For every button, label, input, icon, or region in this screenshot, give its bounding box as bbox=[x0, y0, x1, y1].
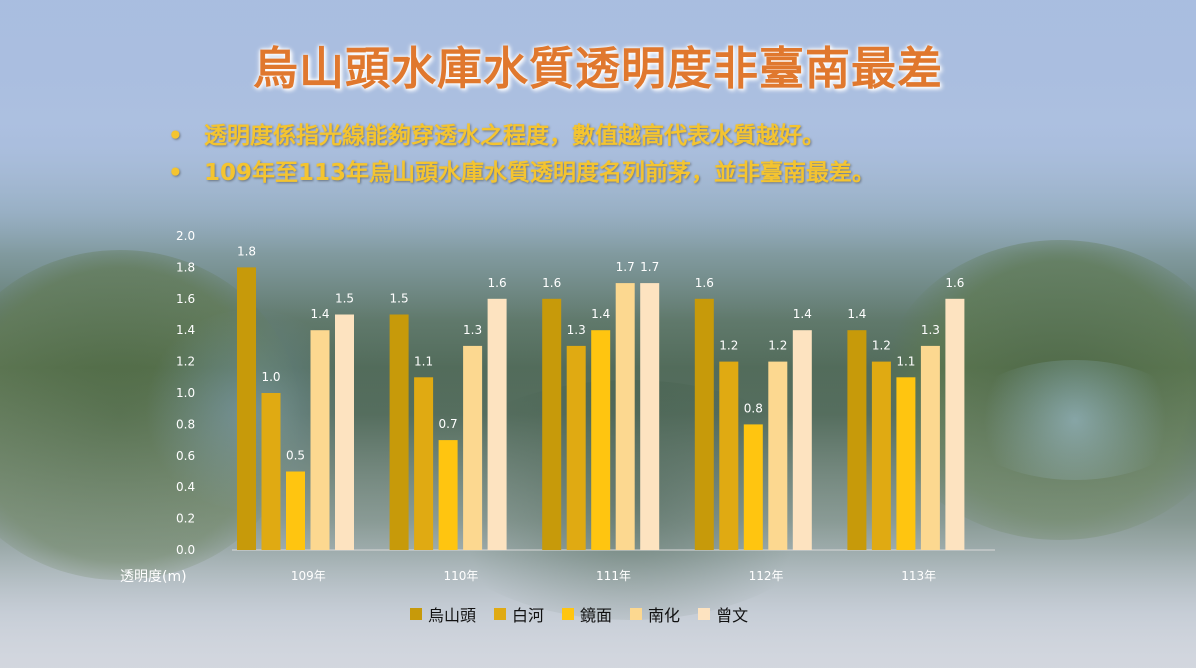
bar bbox=[896, 377, 916, 550]
bar bbox=[591, 330, 611, 550]
bullet-item: • 109年至113年烏山頭水庫水質透明度名列前茅，並非臺南最差。 bbox=[168, 155, 875, 192]
bar bbox=[310, 330, 330, 550]
data-label: 1.6 bbox=[695, 276, 714, 290]
data-label: 1.6 bbox=[945, 276, 964, 290]
legend-label: 曾文 bbox=[716, 606, 749, 625]
chart-legend: 烏山頭 白河 鏡面 南化 曾文 bbox=[410, 602, 748, 626]
bullet-text: 透明度係指光線能夠穿透水之程度，數值越高代表水質越好。 bbox=[204, 123, 825, 149]
data-label: 1.7 bbox=[616, 260, 635, 274]
bar bbox=[566, 345, 586, 550]
page-title: 烏山頭水庫水質透明度非臺南最差 bbox=[252, 42, 943, 95]
y-tick-label: 1.0 bbox=[176, 386, 195, 400]
data-label: 1.0 bbox=[261, 370, 280, 384]
legend-label: 烏山頭 bbox=[428, 606, 477, 625]
y-tick-label: 0.4 bbox=[176, 480, 195, 494]
y-tick-label: 0.2 bbox=[176, 512, 195, 526]
data-label: 1.7 bbox=[640, 260, 659, 274]
data-label: 1.5 bbox=[335, 292, 354, 306]
data-label: 0.5 bbox=[286, 449, 305, 463]
bar bbox=[945, 298, 965, 550]
legend-item: 鏡面 bbox=[562, 602, 612, 626]
data-label: 1.3 bbox=[463, 323, 482, 337]
legend-label: 南化 bbox=[648, 606, 681, 625]
y-tick-label: 0.0 bbox=[176, 543, 195, 557]
bar bbox=[286, 471, 305, 550]
x-tick-label: 110年 bbox=[443, 569, 478, 583]
data-label: 1.4 bbox=[310, 307, 329, 321]
data-label: 1.1 bbox=[414, 354, 433, 368]
data-label: 1.4 bbox=[847, 307, 866, 321]
legend-swatch bbox=[562, 608, 575, 620]
y-tick-label: 0.6 bbox=[176, 449, 195, 463]
data-label: 1.3 bbox=[921, 323, 940, 337]
bar bbox=[768, 361, 788, 550]
y-tick-label: 1.6 bbox=[176, 292, 195, 306]
bar bbox=[640, 283, 660, 550]
bar bbox=[615, 283, 635, 550]
data-label: 0.8 bbox=[744, 401, 763, 415]
data-label: 1.6 bbox=[488, 276, 507, 290]
data-label: 1.3 bbox=[567, 323, 586, 337]
bar bbox=[743, 424, 763, 550]
y-tick-label: 1.2 bbox=[176, 355, 195, 369]
data-label: 1.2 bbox=[768, 339, 787, 353]
legend-item: 烏山頭 bbox=[410, 602, 476, 626]
legend-swatch bbox=[410, 608, 422, 620]
bullet-text: 109年至113年烏山頭水庫水質透明度名列前茅，並非臺南最差。 bbox=[204, 160, 876, 186]
bar bbox=[542, 298, 562, 550]
bar bbox=[335, 314, 354, 550]
legend-swatch bbox=[630, 608, 643, 620]
data-label: 1.2 bbox=[719, 339, 738, 353]
data-label: 1.5 bbox=[390, 292, 409, 306]
bar bbox=[847, 330, 867, 550]
legend-item: 南化 bbox=[630, 602, 680, 626]
bar bbox=[463, 345, 483, 550]
x-tick-label: 112年 bbox=[749, 569, 784, 583]
legend-item: 白河 bbox=[494, 602, 544, 626]
legend-swatch bbox=[698, 608, 711, 620]
y-tick-label: 0.8 bbox=[176, 417, 195, 431]
bar bbox=[694, 298, 714, 550]
data-label: 1.8 bbox=[237, 244, 256, 258]
y-axis-label: 透明度(m) bbox=[120, 569, 187, 585]
x-tick-label: 113年 bbox=[901, 569, 936, 583]
data-label: 1.6 bbox=[542, 276, 561, 290]
bullet-marker: • bbox=[168, 123, 183, 149]
legend-label: 白河 bbox=[512, 606, 545, 625]
bar bbox=[414, 377, 434, 550]
x-tick-label: 109年 bbox=[291, 569, 326, 583]
legend-item: 曾文 bbox=[698, 602, 748, 626]
legend-swatch bbox=[494, 608, 507, 620]
bar bbox=[389, 314, 409, 550]
bullet-list: • 透明度係指光線能夠穿透水之程度，數值越高代表水質越好。 • 109年至113年烏… bbox=[168, 118, 875, 192]
y-tick-label: 1.4 bbox=[176, 323, 195, 337]
bar bbox=[261, 393, 281, 550]
x-tick-label: 111年 bbox=[596, 569, 631, 583]
data-label: 0.7 bbox=[439, 417, 458, 431]
bar bbox=[719, 361, 739, 550]
bar bbox=[871, 361, 891, 550]
bar bbox=[438, 440, 458, 550]
bar bbox=[237, 267, 256, 550]
bar bbox=[920, 345, 940, 550]
legend-label: 鏡面 bbox=[580, 606, 613, 625]
y-tick-label: 1.8 bbox=[176, 260, 195, 274]
bar bbox=[792, 330, 812, 550]
bullet-item: • 透明度係指光線能夠穿透水之程度，數值越高代表水質越好。 bbox=[168, 118, 875, 155]
data-label: 1.2 bbox=[872, 339, 891, 353]
data-label: 1.4 bbox=[591, 307, 610, 321]
y-tick-label: 2.0 bbox=[176, 229, 195, 243]
bar bbox=[487, 298, 507, 550]
data-label: 1.1 bbox=[896, 354, 915, 368]
bullet-marker: • bbox=[168, 160, 183, 186]
data-label: 1.4 bbox=[793, 307, 812, 321]
